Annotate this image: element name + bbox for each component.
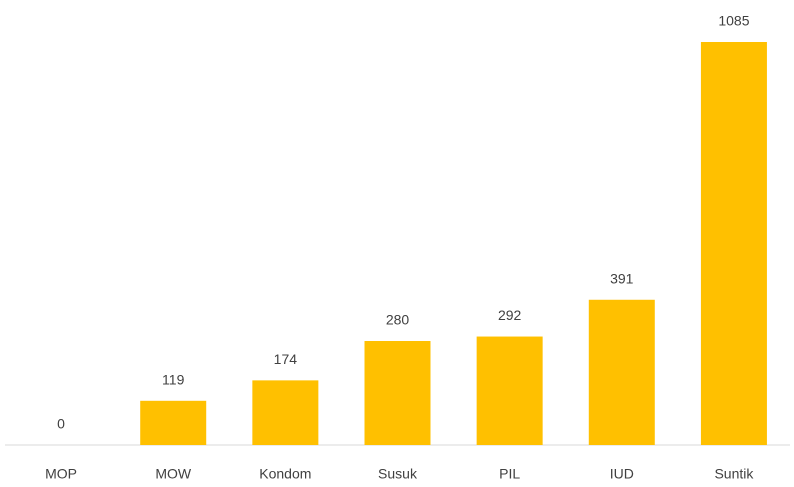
bar xyxy=(140,400,207,445)
value-label: 280 xyxy=(386,312,410,328)
x-tick-label: Suntik xyxy=(714,466,754,482)
bar xyxy=(476,336,543,445)
x-tick-label: MOP xyxy=(45,466,77,482)
bar xyxy=(588,299,655,445)
value-label: 119 xyxy=(162,372,185,388)
bar xyxy=(700,42,767,445)
x-tick-label: MOW xyxy=(155,466,192,482)
value-label: 292 xyxy=(498,307,522,323)
value-label: 391 xyxy=(610,270,634,286)
value-label: 174 xyxy=(274,351,298,367)
x-tick-label: Kondom xyxy=(259,466,311,482)
value-label: 1085 xyxy=(718,13,749,29)
x-tick-label: IUD xyxy=(610,466,634,482)
bar xyxy=(252,380,319,445)
x-tick-label: PIL xyxy=(499,466,520,482)
value-label: 0 xyxy=(57,416,65,432)
bar xyxy=(364,341,431,445)
x-tick-label: Susuk xyxy=(378,466,418,482)
